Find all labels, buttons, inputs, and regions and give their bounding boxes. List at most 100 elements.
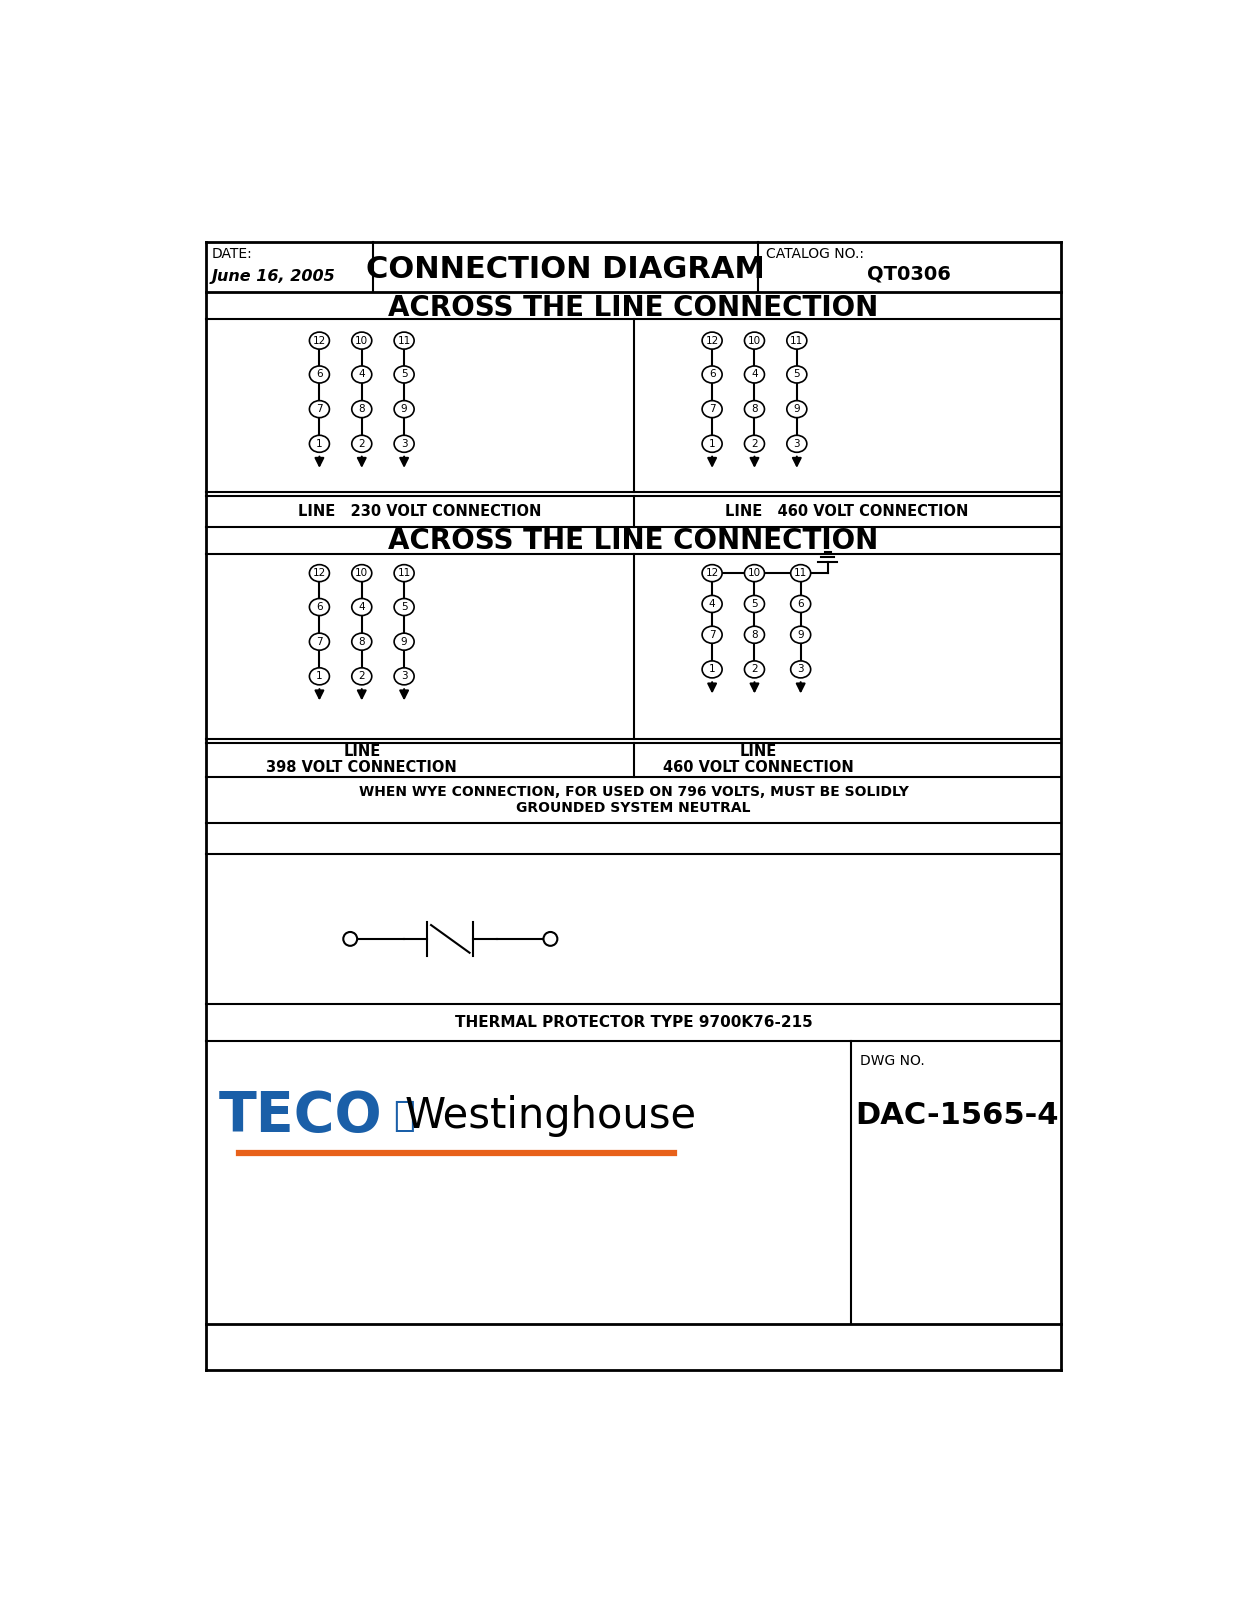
Text: 6: 6 xyxy=(798,598,804,610)
Ellipse shape xyxy=(351,333,372,349)
Text: 3: 3 xyxy=(793,438,800,448)
Ellipse shape xyxy=(351,598,372,616)
Ellipse shape xyxy=(790,626,810,643)
Text: 1: 1 xyxy=(709,664,715,675)
Text: 3: 3 xyxy=(401,672,407,682)
Ellipse shape xyxy=(351,565,372,582)
Ellipse shape xyxy=(351,435,372,453)
Text: 3: 3 xyxy=(401,438,407,448)
Text: 5: 5 xyxy=(401,602,407,613)
Text: 11: 11 xyxy=(397,568,411,578)
Text: 7: 7 xyxy=(709,630,715,640)
Ellipse shape xyxy=(703,400,722,418)
Text: 1: 1 xyxy=(317,438,323,448)
Text: 5: 5 xyxy=(793,370,800,379)
Ellipse shape xyxy=(745,565,764,582)
Ellipse shape xyxy=(309,366,329,382)
Text: ACROSS THE LINE CONNECTION: ACROSS THE LINE CONNECTION xyxy=(388,526,878,555)
Ellipse shape xyxy=(309,333,329,349)
Text: 2: 2 xyxy=(751,664,758,675)
Ellipse shape xyxy=(790,595,810,613)
Ellipse shape xyxy=(351,400,372,418)
Ellipse shape xyxy=(351,634,372,650)
Ellipse shape xyxy=(790,565,810,582)
Text: ⓦ: ⓦ xyxy=(393,1099,414,1133)
Text: 10: 10 xyxy=(355,568,369,578)
Ellipse shape xyxy=(745,333,764,349)
Text: 12: 12 xyxy=(313,568,327,578)
Text: 1: 1 xyxy=(709,438,715,448)
Text: 9: 9 xyxy=(401,405,407,414)
Ellipse shape xyxy=(703,626,722,643)
Text: 11: 11 xyxy=(397,336,411,346)
Text: 7: 7 xyxy=(317,405,323,414)
Ellipse shape xyxy=(703,661,722,678)
Text: QT0306: QT0306 xyxy=(867,266,950,283)
Ellipse shape xyxy=(309,667,329,685)
Text: 1: 1 xyxy=(317,672,323,682)
Ellipse shape xyxy=(309,565,329,582)
Text: 4: 4 xyxy=(359,602,365,613)
Text: WHEN WYE CONNECTION, FOR USED ON 796 VOLTS, MUST BE SOLIDLY
GROUNDED SYSTEM NEUT: WHEN WYE CONNECTION, FOR USED ON 796 VOL… xyxy=(359,786,908,816)
Text: Westinghouse: Westinghouse xyxy=(404,1094,696,1138)
Text: 6: 6 xyxy=(317,602,323,613)
Ellipse shape xyxy=(787,400,807,418)
Ellipse shape xyxy=(395,565,414,582)
Text: CONNECTION DIAGRAM: CONNECTION DIAGRAM xyxy=(366,254,766,283)
Text: 11: 11 xyxy=(794,568,808,578)
Ellipse shape xyxy=(703,435,722,453)
Text: 398 VOLT CONNECTION: 398 VOLT CONNECTION xyxy=(266,760,458,776)
Text: 8: 8 xyxy=(359,637,365,646)
Text: 10: 10 xyxy=(355,336,369,346)
Ellipse shape xyxy=(395,435,414,453)
Ellipse shape xyxy=(787,366,807,382)
Ellipse shape xyxy=(309,435,329,453)
Text: 8: 8 xyxy=(751,630,758,640)
Ellipse shape xyxy=(787,333,807,349)
Text: TECO: TECO xyxy=(219,1090,382,1142)
Text: ACROSS THE LINE CONNECTION: ACROSS THE LINE CONNECTION xyxy=(388,293,878,322)
Text: 9: 9 xyxy=(401,637,407,646)
Text: LINE: LINE xyxy=(740,744,777,758)
Text: 9: 9 xyxy=(793,405,800,414)
Ellipse shape xyxy=(395,634,414,650)
Text: 2: 2 xyxy=(359,438,365,448)
Text: 4: 4 xyxy=(709,598,715,610)
Text: LINE: LINE xyxy=(343,744,381,758)
Text: 6: 6 xyxy=(709,370,715,379)
Ellipse shape xyxy=(395,333,414,349)
Ellipse shape xyxy=(745,435,764,453)
Text: 4: 4 xyxy=(751,370,758,379)
Text: DAC-1565-4: DAC-1565-4 xyxy=(855,1101,1059,1131)
Text: June 16, 2005: June 16, 2005 xyxy=(212,269,335,285)
Ellipse shape xyxy=(309,400,329,418)
Circle shape xyxy=(543,931,558,946)
Text: LINE   460 VOLT CONNECTION: LINE 460 VOLT CONNECTION xyxy=(725,504,969,518)
Ellipse shape xyxy=(790,661,810,678)
Text: 7: 7 xyxy=(709,405,715,414)
Text: 11: 11 xyxy=(790,336,804,346)
Ellipse shape xyxy=(745,366,764,382)
Ellipse shape xyxy=(745,661,764,678)
Ellipse shape xyxy=(395,667,414,685)
Ellipse shape xyxy=(395,598,414,616)
Ellipse shape xyxy=(703,595,722,613)
Text: 7: 7 xyxy=(317,637,323,646)
Text: THERMAL PROTECTOR TYPE 9700K76-215: THERMAL PROTECTOR TYPE 9700K76-215 xyxy=(455,1014,813,1029)
Text: 12: 12 xyxy=(705,568,719,578)
Text: 3: 3 xyxy=(798,664,804,675)
Ellipse shape xyxy=(745,626,764,643)
Text: 2: 2 xyxy=(751,438,758,448)
Text: 10: 10 xyxy=(748,568,761,578)
Ellipse shape xyxy=(351,366,372,382)
Text: 4: 4 xyxy=(359,370,365,379)
Ellipse shape xyxy=(745,595,764,613)
Ellipse shape xyxy=(703,333,722,349)
Ellipse shape xyxy=(309,634,329,650)
Ellipse shape xyxy=(745,400,764,418)
Text: 12: 12 xyxy=(705,336,719,346)
Text: 5: 5 xyxy=(751,598,758,610)
Text: 8: 8 xyxy=(751,405,758,414)
Text: 2: 2 xyxy=(359,672,365,682)
Ellipse shape xyxy=(395,366,414,382)
